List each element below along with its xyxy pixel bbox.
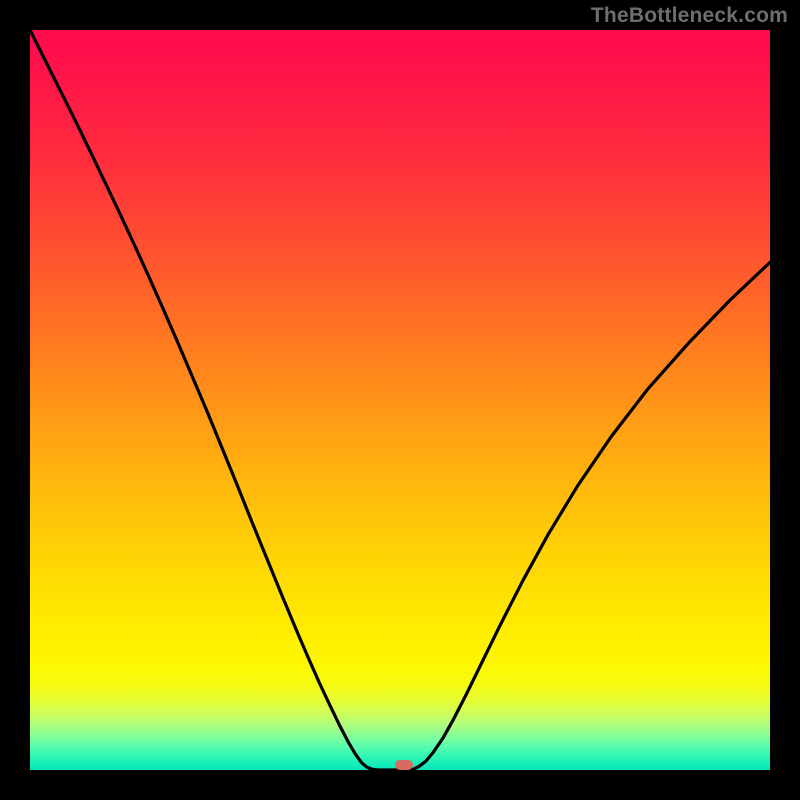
plot-area bbox=[30, 30, 770, 770]
bottleneck-curve bbox=[30, 30, 770, 770]
watermark-text: TheBottleneck.com bbox=[591, 4, 788, 28]
chart-frame: TheBottleneck.com bbox=[0, 0, 800, 800]
optimal-point-marker bbox=[395, 760, 413, 770]
